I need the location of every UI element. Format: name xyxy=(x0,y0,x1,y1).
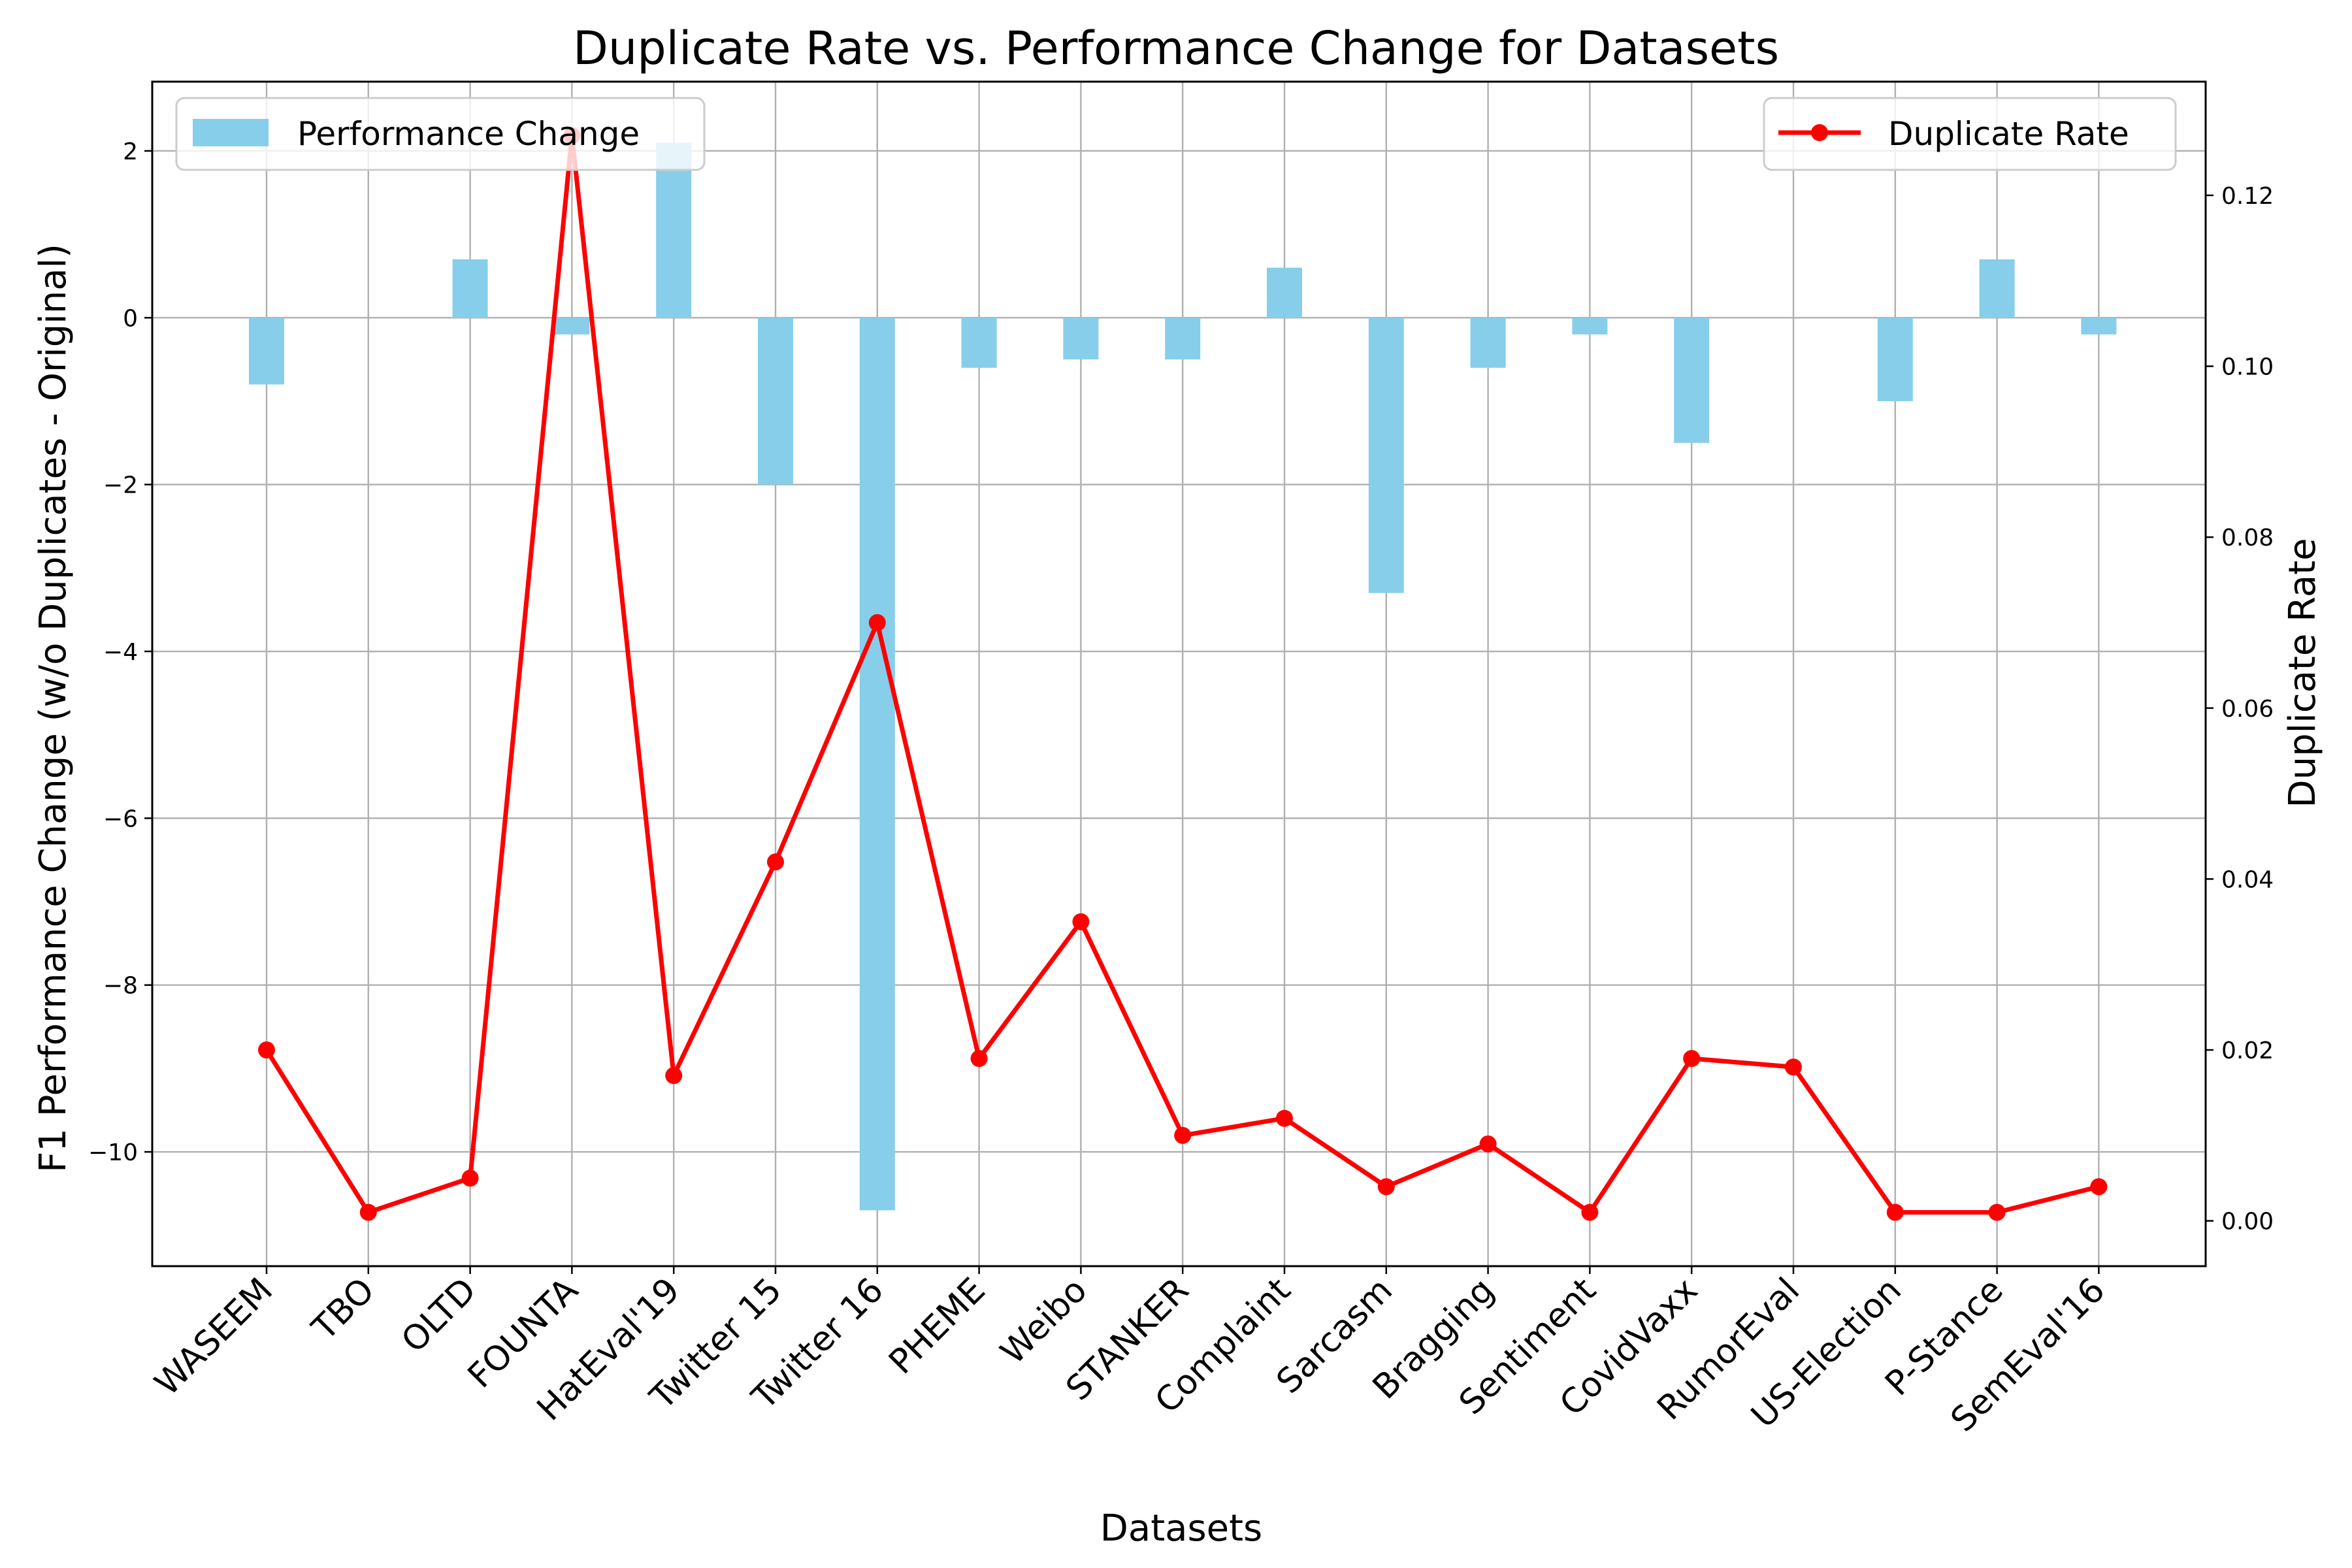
left-y-tick-label: −2 xyxy=(103,472,138,499)
left-y-tick-label: 2 xyxy=(123,139,138,165)
duplicate-rate-point xyxy=(2090,1178,2108,1196)
left-y-tick-label: −8 xyxy=(103,973,138,1000)
grid xyxy=(152,82,2206,1266)
bar xyxy=(1267,267,1302,318)
bar xyxy=(1979,259,2015,318)
duplicate-rate-point xyxy=(1377,1178,1395,1196)
duplicate-rate-point xyxy=(1785,1058,1802,1076)
right-y-tick-label: 0.06 xyxy=(2221,696,2274,723)
duplicate-rate-point xyxy=(1479,1135,1497,1152)
legend-duplicate-label: Duplicate Rate xyxy=(1888,115,2129,153)
plot-frame xyxy=(151,80,2207,1267)
left-y-tick-label: −10 xyxy=(88,1139,138,1166)
bar xyxy=(554,318,590,335)
duplicate-rate-point xyxy=(1174,1126,1192,1144)
legend-duplicate: Duplicate Rate xyxy=(1763,97,2177,171)
left-y-tick-label: 0 xyxy=(123,305,138,332)
bar xyxy=(1063,318,1099,360)
bar xyxy=(1165,318,1201,360)
chart-title: Duplicate Rate vs. Performance Change fo… xyxy=(573,22,1779,75)
bar xyxy=(2081,318,2117,335)
duplicate-rate-point xyxy=(359,1203,377,1221)
bar xyxy=(961,318,997,368)
duplicate-rate-point xyxy=(258,1041,275,1059)
right-y-tick-label: 0.04 xyxy=(2221,866,2274,893)
bar xyxy=(758,318,793,485)
legend-performance-frame xyxy=(175,97,706,171)
duplicate-rate-point xyxy=(1072,913,1090,930)
bar xyxy=(1877,318,1913,401)
legend-performance-swatch xyxy=(193,119,269,146)
left-y-axis-title: F1 Performance Change (w/o Duplicates - … xyxy=(32,244,74,1173)
legend-duplicate-frame xyxy=(1763,97,2177,171)
left-y-tick-label: −6 xyxy=(103,806,138,832)
right-y-tick-label: 0.00 xyxy=(2221,1209,2274,1235)
right-y-tick-label: 0.12 xyxy=(2221,183,2274,210)
legend-duplicate-marker xyxy=(1811,124,1828,141)
x-axis-title: Datasets xyxy=(1100,1507,1262,1550)
legend-performance: Performance Change xyxy=(175,97,706,171)
duplicate-rate-point xyxy=(1683,1050,1701,1068)
duplicate-rate-point xyxy=(1276,1109,1293,1127)
duplicate-rate-point xyxy=(767,853,784,871)
bar xyxy=(249,318,284,385)
left-y-tick-label: −4 xyxy=(103,639,138,666)
right-y-axis-title: Duplicate Rate xyxy=(2281,538,2324,808)
duplicate-rate-point xyxy=(665,1067,683,1085)
bar xyxy=(1674,318,1710,443)
duplicate-rate-point xyxy=(1581,1203,1599,1221)
duplicate-rate-point xyxy=(970,1050,988,1068)
duplicate-rate-point xyxy=(868,614,886,632)
bar xyxy=(1368,318,1404,593)
duplicate-rate-point xyxy=(1886,1203,1904,1221)
right-y-tick-label: 0.02 xyxy=(2221,1037,2274,1064)
duplicate-rate-point xyxy=(461,1169,479,1187)
legend-performance-label: Performance Change xyxy=(297,115,640,153)
right-y-tick-label: 0.08 xyxy=(2221,525,2274,551)
bar xyxy=(656,142,692,318)
right-y-tick-label: 0.10 xyxy=(2221,354,2274,381)
bar xyxy=(1470,318,1506,368)
bar xyxy=(1572,318,1608,335)
duplicate-rate-point xyxy=(1988,1203,2006,1221)
bar-series xyxy=(249,142,2117,1211)
bar xyxy=(859,318,895,1211)
bar xyxy=(452,259,488,318)
